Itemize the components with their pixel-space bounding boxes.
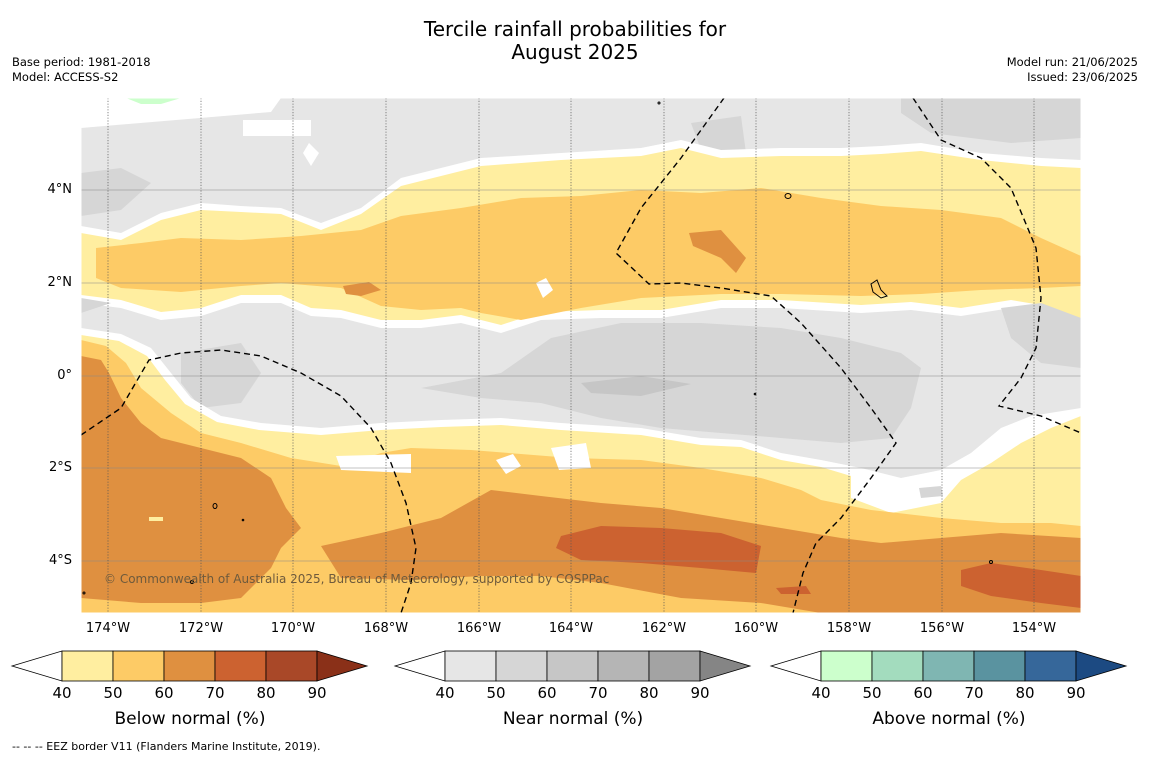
lat-label-4s: 4°S bbox=[48, 553, 72, 568]
colorbar-above-segment bbox=[1024, 650, 1077, 682]
near-normal-patch bbox=[581, 376, 691, 396]
copyright-text: © Commonwealth of Australia 2025, Bureau… bbox=[104, 572, 610, 586]
colorbar-title-above: Above normal (%) bbox=[872, 709, 1026, 729]
lon-label-162w: 162°W bbox=[641, 621, 687, 636]
eez-border-central bbox=[615, 98, 897, 613]
eez-legend-note: -- -- -- EEZ border V11 (Flanders Marine… bbox=[12, 740, 321, 753]
colorbar-near-segment bbox=[597, 650, 650, 682]
colorbar-above-tick: 80 bbox=[1015, 684, 1035, 702]
below-normal-50-60 bbox=[96, 188, 1081, 320]
lat-label-4n: 4°N bbox=[47, 182, 73, 197]
colorbar-near-max-arrow bbox=[699, 650, 752, 682]
colorbar-above-tick: 90 bbox=[1066, 684, 1086, 702]
lat-label-2n: 2°N bbox=[47, 275, 73, 290]
colorbar-near-tick: 60 bbox=[537, 684, 557, 702]
above-normal-patch bbox=[126, 98, 181, 104]
colorbar-below-min-arrow bbox=[10, 650, 63, 682]
lon-label-158w: 158°W bbox=[826, 621, 872, 636]
title-line-1: Tercile rainfall probabilities for bbox=[423, 17, 727, 41]
model-text: Model: ACCESS-S2 bbox=[12, 70, 119, 84]
colorbar-near-segment bbox=[444, 650, 497, 682]
colorbar-title-near: Near normal (%) bbox=[502, 709, 644, 729]
colorbar-below-tick: 40 bbox=[52, 684, 72, 702]
below-normal-60-70 bbox=[81, 356, 301, 603]
colorbar-below-segment bbox=[61, 650, 114, 682]
below-normal-60-70 bbox=[343, 282, 381, 296]
colorbar-below-max-arrow bbox=[316, 650, 369, 682]
colorbar-below-tick: 50 bbox=[103, 684, 123, 702]
near-normal-patch bbox=[901, 98, 1081, 143]
lon-label-170w: 170°W bbox=[270, 621, 316, 636]
lon-label-156w: 156°W bbox=[919, 621, 965, 636]
island-outlines bbox=[82, 101, 993, 595]
colorbar-above-segment bbox=[922, 650, 975, 682]
colorbar-near-segment bbox=[495, 650, 548, 682]
colorbar-below-tick: 90 bbox=[307, 684, 327, 702]
low-probability-patch bbox=[336, 454, 411, 473]
near-normal-patch bbox=[919, 486, 943, 498]
low-probability-patch bbox=[303, 143, 319, 166]
lon-label-154w: 154°W bbox=[1011, 621, 1057, 636]
colorbar-near-segment bbox=[546, 650, 599, 682]
lon-label-174w: 174°W bbox=[85, 621, 131, 636]
gridlines bbox=[81, 98, 1081, 613]
colorbar-below-segment bbox=[265, 650, 318, 682]
colorbar-near-segment bbox=[648, 650, 701, 682]
colorbar-above-segment bbox=[973, 650, 1026, 682]
low-probability-patch bbox=[496, 454, 521, 474]
base-period-text: Base period: 1981-2018 bbox=[12, 55, 151, 69]
colorbars bbox=[10, 650, 1128, 682]
colorbar-near-tick: 80 bbox=[639, 684, 659, 702]
near-normal-patch bbox=[81, 298, 111, 313]
info-left: Base period: 1981-2018 Model: ACCESS-S2 bbox=[12, 55, 151, 85]
colorbar-near-min-arrow bbox=[393, 650, 446, 682]
colorbar-near-tick: 90 bbox=[690, 684, 710, 702]
colorbar-below-segment bbox=[112, 650, 165, 682]
eez-borders bbox=[81, 98, 1081, 613]
near-normal-patch bbox=[1001, 303, 1081, 368]
colorbar-above-max-arrow bbox=[1075, 650, 1128, 682]
lat-label-equator: 0° bbox=[57, 368, 72, 383]
colorbar-above-tick: 60 bbox=[913, 684, 933, 702]
colorbar-title-below: Below normal (%) bbox=[114, 709, 266, 729]
colorbar-above-tick: 50 bbox=[862, 684, 882, 702]
colorbar-above-min-arrow bbox=[769, 650, 822, 682]
colorbar-below-tick: 80 bbox=[256, 684, 276, 702]
model-run-text: Model run: 21/06/2025 bbox=[1006, 55, 1138, 69]
below-normal-40-50 bbox=[149, 517, 163, 521]
near-normal-patch bbox=[81, 168, 151, 216]
low-probability-patch bbox=[81, 98, 281, 128]
colorbar-above-tick: 70 bbox=[964, 684, 984, 702]
lon-label-168w: 168°W bbox=[363, 621, 409, 636]
colorbar-above-segment bbox=[871, 650, 924, 682]
lat-label-2s: 2°S bbox=[48, 460, 72, 475]
colorbar-near-tick: 50 bbox=[486, 684, 506, 702]
lon-label-172w: 172°W bbox=[178, 621, 224, 636]
colorbar-above-tick: 40 bbox=[811, 684, 831, 702]
colorbar-below-tick: 60 bbox=[154, 684, 174, 702]
eez-border-west bbox=[81, 349, 417, 613]
info-right: Model run: 21/06/2025 Issued: 23/06/2025 bbox=[1007, 55, 1138, 85]
map-title: Tercile rainfall probabilities for Augus… bbox=[0, 18, 1150, 64]
colorbar-below-segment bbox=[214, 650, 267, 682]
eez-border-east bbox=[912, 98, 1081, 434]
below-normal-70-80 bbox=[776, 586, 811, 594]
below-normal-70-80 bbox=[961, 563, 1081, 608]
probability-map bbox=[81, 98, 1081, 613]
lon-label-164w: 164°W bbox=[548, 621, 594, 636]
issued-text: Issued: 23/06/2025 bbox=[1027, 70, 1138, 84]
colorbar-near-tick: 40 bbox=[435, 684, 455, 702]
lon-label-166w: 166°W bbox=[456, 621, 502, 636]
colorbar-above-segment bbox=[820, 650, 873, 682]
colorbar-below-segment bbox=[163, 650, 216, 682]
lon-label-160w: 160°W bbox=[733, 621, 779, 636]
below-normal-60-70 bbox=[689, 230, 746, 273]
colorbar-near-tick: 70 bbox=[588, 684, 608, 702]
low-probability-patch bbox=[243, 120, 311, 136]
colorbar-below-tick: 70 bbox=[205, 684, 225, 702]
title-line-2: August 2025 bbox=[511, 40, 639, 64]
